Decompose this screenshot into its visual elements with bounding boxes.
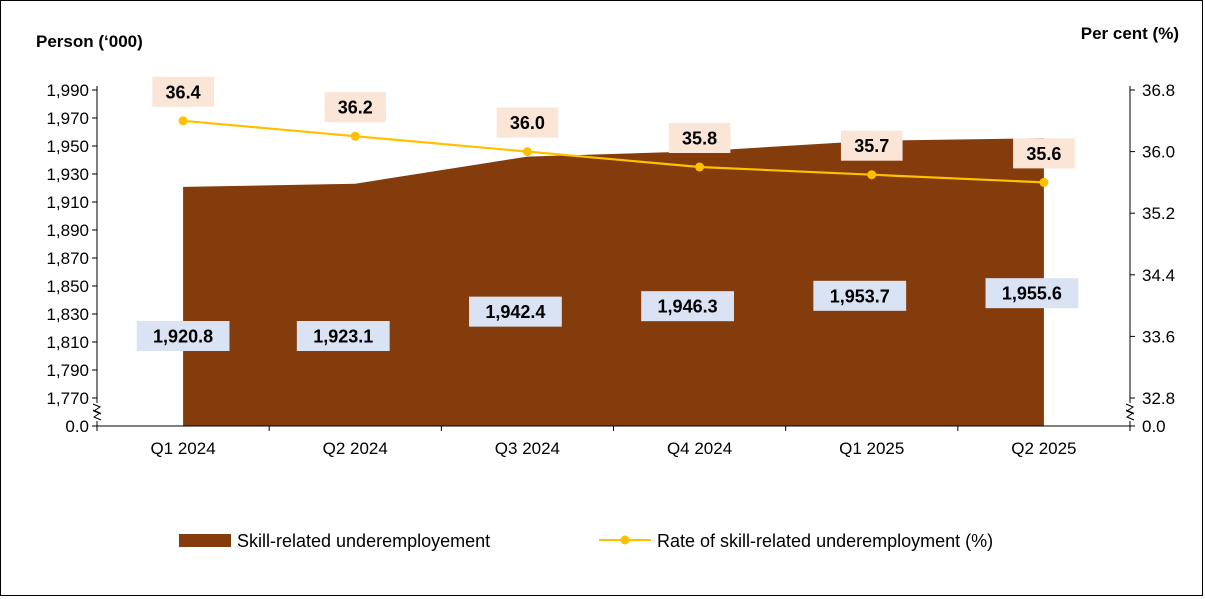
area-data-label: 1,946.3 xyxy=(658,297,718,317)
x-tick-label: Q4 2024 xyxy=(667,439,732,458)
area-layer xyxy=(183,138,1044,426)
legend-area-swatch xyxy=(179,534,231,547)
right-tick-label: 32.8 xyxy=(1142,389,1175,408)
left-tick-label: 1,950 xyxy=(46,137,89,156)
area-data-label-box xyxy=(136,321,230,351)
left-tick-label: 1,910 xyxy=(46,193,89,212)
x-tick-label: Q3 2024 xyxy=(495,439,560,458)
area-data-label: 1,920.8 xyxy=(153,327,213,347)
rate-data-label: 35.7 xyxy=(854,136,889,156)
left-tick-label: 1,930 xyxy=(46,165,89,184)
right-tick-label: 34.4 xyxy=(1142,266,1175,285)
rate-line xyxy=(182,119,1044,184)
x-tick-label: Q2 2024 xyxy=(323,439,388,458)
rate-marker xyxy=(350,131,360,141)
area-data-label-box xyxy=(813,280,907,311)
area-data-label-box xyxy=(641,291,734,322)
rate-marker xyxy=(867,170,877,180)
right-axis-break xyxy=(1125,409,1135,421)
left-tick-label: 1,990 xyxy=(46,81,89,100)
line-layer xyxy=(178,116,1049,187)
rate-data-label: 36.0 xyxy=(510,113,545,133)
area-skill-underemployment xyxy=(183,138,1044,426)
area-data-label: 1,953.7 xyxy=(830,286,890,306)
area-data-label-box xyxy=(469,296,562,327)
left-tick-label: 0.0 xyxy=(65,417,89,436)
rate-marker xyxy=(522,147,532,157)
right-axis-title: Per cent (%) xyxy=(1081,24,1179,43)
right-axis-break xyxy=(1125,403,1135,415)
right-tick-label: 0.0 xyxy=(1142,417,1166,436)
right-tick-label: 36.0 xyxy=(1142,143,1175,162)
rate-marker xyxy=(695,162,705,172)
rate-data-label: 35.8 xyxy=(682,129,717,149)
left-tick-label: 1,830 xyxy=(46,305,89,324)
rate-data-label-box xyxy=(496,107,559,138)
x-tick-label: Q1 2025 xyxy=(839,439,904,458)
left-tick-label: 1,850 xyxy=(46,277,89,296)
right-tick-label: 33.6 xyxy=(1142,327,1175,346)
rate-data-label-box xyxy=(1013,138,1075,169)
rate-data-label-box xyxy=(324,92,387,123)
rate-data-label: 36.4 xyxy=(166,82,201,102)
left-axis-break xyxy=(92,409,102,421)
axes-layer: 0.0 1,770 1,790 1,810 1,830 1,850 1,870 1,890 1,… xyxy=(46,81,1175,458)
rate-data-label: 35.6 xyxy=(1026,144,1061,164)
left-axis-break xyxy=(92,403,102,415)
rate-marker xyxy=(178,116,188,126)
legend-line-label: Rate of skill-related underemployment (%… xyxy=(657,531,993,551)
x-tick-label: Q1 2024 xyxy=(150,439,215,458)
rate-marker xyxy=(1039,177,1049,187)
area-data-label-box xyxy=(985,278,1079,309)
area-data-label-box xyxy=(296,321,390,351)
legend-area-label: Skill-related underemployement xyxy=(237,531,490,551)
area-data-label: 1,942.4 xyxy=(485,302,545,322)
x-tick-label: Q2 2025 xyxy=(1011,439,1076,458)
left-tick-label: 1,890 xyxy=(46,221,89,240)
left-tick-label: 1,790 xyxy=(46,361,89,380)
left-axis-title: Person (‘000) xyxy=(36,32,143,51)
left-tick-label: 1,870 xyxy=(46,249,89,268)
rate-data-label: 36.2 xyxy=(338,98,373,118)
left-tick-label: 1,970 xyxy=(46,109,89,128)
left-tick-label: 1,810 xyxy=(46,333,89,352)
area-data-label: 1,923.1 xyxy=(313,327,373,347)
legend: Skill-related underemployement Rate of s… xyxy=(179,531,993,551)
left-tick-label: 1,770 xyxy=(46,389,89,408)
right-tick-label: 35.2 xyxy=(1142,204,1175,223)
label-layer: 1,920.8 1,923.1 1,942.4 1,946.3 1,953.7 1,955… xyxy=(136,76,1079,351)
rate-data-label-box xyxy=(152,76,214,107)
area-data-label: 1,955.6 xyxy=(1002,284,1062,304)
rate-data-label-box xyxy=(668,123,731,153)
rate-data-label-box xyxy=(840,130,903,161)
legend-line-marker xyxy=(620,535,630,545)
right-tick-label: 36.8 xyxy=(1142,81,1175,100)
